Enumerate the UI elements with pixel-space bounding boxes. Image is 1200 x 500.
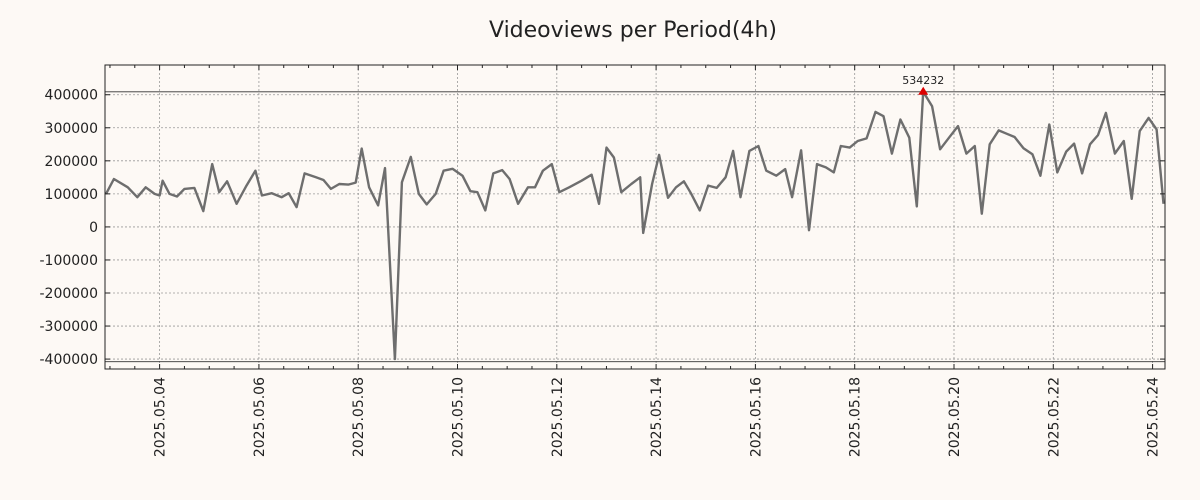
y-tick-label: 100000	[45, 187, 98, 203]
y-tick-label: -200000	[40, 286, 99, 302]
x-tick-label: 2025.05.08	[351, 377, 367, 457]
grid-layer	[105, 65, 1165, 369]
y-tick-label: -400000	[40, 352, 99, 368]
peak-annotation: 534232	[902, 74, 944, 95]
x-tick-label: 2025.05.04	[153, 377, 169, 457]
x-tick-label: 2025.05.16	[748, 377, 764, 457]
y-tick-label: -300000	[40, 319, 99, 335]
x-axis-ticks: 2025.05.04 2025.05.06 2025.05.08 2025.05.10…	[109, 65, 1162, 457]
series-layer	[104, 90, 1165, 361]
peak-label: 534232	[902, 74, 944, 87]
chart-title: Videoviews per Period(4h)	[489, 18, 777, 43]
x-tick-label: 2025.05.22	[1046, 377, 1062, 457]
y-axis-ticks: 400000 300000 200000 100000 0 -100000 -200000 -…	[40, 88, 1165, 368]
x-tick-label: 2025.05.10	[451, 377, 467, 457]
y-tick-label: 400000	[45, 88, 98, 104]
x-tick-label: 2025.05.06	[252, 377, 268, 457]
series-line-videoviews	[104, 90, 1165, 361]
y-tick-label: 200000	[45, 154, 98, 170]
plot-border	[104, 64, 1166, 370]
x-tick-label: 2025.05.24	[1146, 377, 1162, 457]
peak-marker	[918, 86, 929, 95]
y-tick-label: 300000	[45, 121, 98, 137]
plot-frame	[104, 64, 1166, 370]
x-tick-label: 2025.05.14	[649, 377, 665, 457]
reference-lines	[105, 91, 1165, 363]
y-tick-label: 0	[89, 220, 98, 236]
x-tick-label: 2025.05.12	[550, 377, 566, 457]
x-tick-label: 2025.05.18	[848, 377, 864, 457]
x-tick-label: 2025.05.20	[947, 377, 963, 457]
y-tick-label: -100000	[40, 253, 99, 269]
